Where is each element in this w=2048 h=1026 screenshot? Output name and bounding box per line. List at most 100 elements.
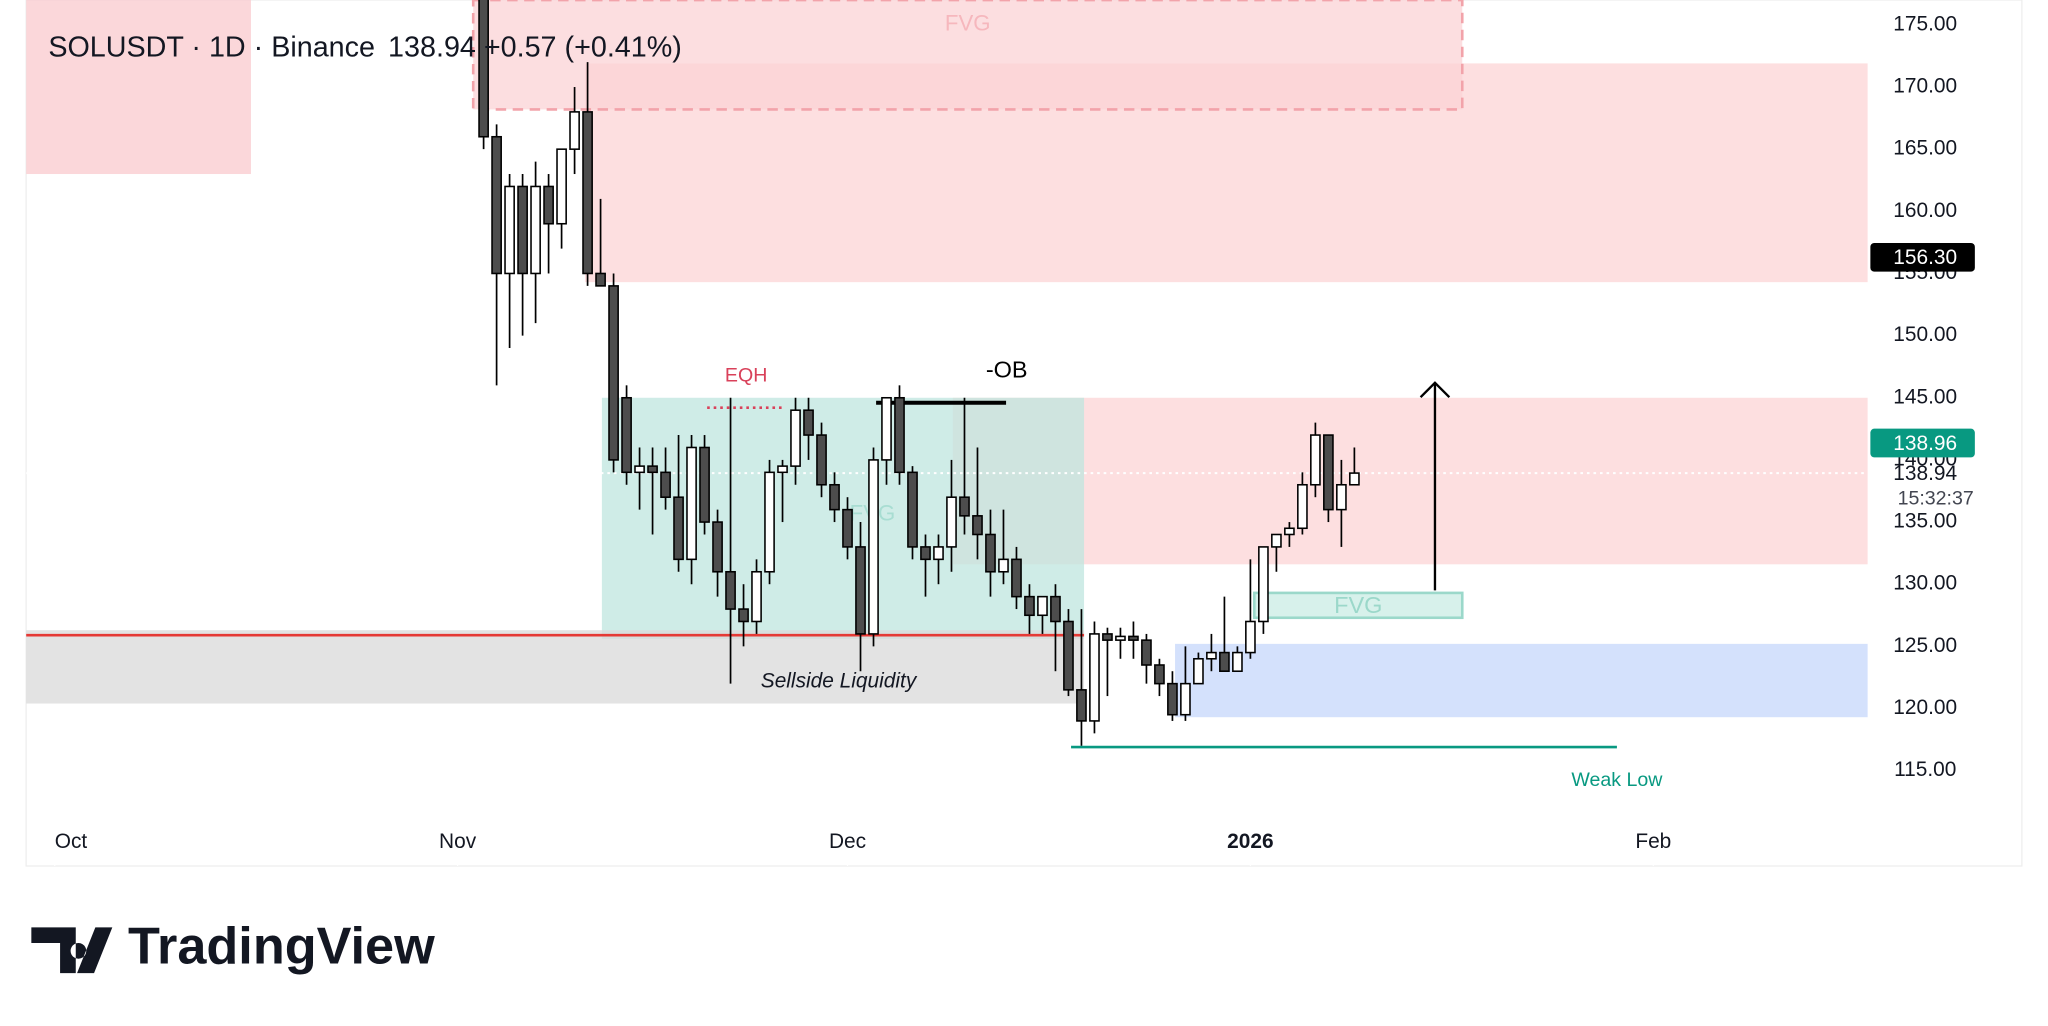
candle-body	[907, 471, 918, 548]
candle-body	[699, 446, 710, 523]
candle-body	[582, 111, 593, 275]
candle-body	[1128, 635, 1139, 641]
candle-body	[855, 546, 866, 635]
candle-body	[1193, 657, 1204, 685]
last-price-label: 138.94	[1893, 462, 1957, 485]
candle-body	[764, 471, 775, 573]
zone-label: FVG	[1334, 592, 1382, 618]
zone	[26, 0, 251, 175]
axes: EQH -OB Weak Low Sellside Liquidity 115.00 12…	[54, 12, 1975, 866]
level-label: EQH	[725, 365, 767, 387]
zone-label: FVG	[945, 11, 991, 36]
level-label: Weak Low	[1571, 769, 1663, 791]
candle-body	[751, 570, 762, 623]
candle-body	[738, 608, 749, 623]
candle-body	[517, 185, 528, 275]
candle-body	[491, 135, 502, 275]
candle-body	[504, 185, 515, 275]
candle-body	[1349, 472, 1360, 486]
level-label: -OB	[986, 357, 1028, 383]
candle-body	[959, 496, 970, 517]
candle-body	[933, 546, 944, 561]
candle-body	[673, 496, 684, 561]
zone	[471, 0, 1464, 111]
candle-body	[1141, 639, 1152, 666]
x-tick-label: Nov	[439, 830, 477, 853]
candle-body	[816, 434, 827, 486]
zone	[952, 397, 1868, 565]
arrow-head	[1419, 381, 1451, 399]
candle-body	[543, 185, 554, 225]
zones: FVGFVGFVG	[26, 0, 1868, 749]
candle-body	[1076, 689, 1087, 722]
candle-body	[1063, 620, 1074, 691]
x-tick-label: Feb	[1635, 830, 1671, 853]
candle-body	[660, 471, 671, 498]
candle-body	[725, 570, 736, 610]
candle-body	[803, 409, 814, 436]
candle-body	[530, 185, 541, 275]
candle-body	[985, 533, 996, 573]
candle-body	[1258, 546, 1269, 623]
candle-body	[1167, 682, 1178, 716]
candle-body	[1323, 434, 1334, 511]
candle-body	[647, 465, 658, 474]
logo-text: TradingView	[128, 917, 435, 975]
candle-body	[868, 459, 879, 635]
zone	[1253, 591, 1464, 620]
y-tick-label: 115.00	[1894, 758, 1956, 781]
chart-title: SOLUSDT · 1D · Binance 138.94 +0.57 (+0.4…	[48, 31, 682, 63]
y-tick-label: 120.00	[1893, 696, 1957, 719]
price-badge	[1870, 242, 1975, 272]
candle-body	[1297, 483, 1308, 530]
price-badge-label: 156.30	[1893, 246, 1957, 269]
chart-frame	[25, 0, 2023, 867]
candle-body	[569, 111, 580, 150]
candle-body	[712, 521, 723, 573]
x-tick-label: Dec	[829, 830, 866, 853]
countdown: 15:32:37	[1898, 487, 1974, 509]
y-tick-label: 160.00	[1893, 199, 1957, 222]
candle-body	[1271, 533, 1282, 548]
candle-body	[608, 285, 619, 461]
candle-body	[920, 546, 931, 561]
price-badge	[1870, 428, 1975, 458]
y-tick-label: 175.00	[1893, 12, 1957, 35]
candle-body	[1115, 635, 1126, 641]
candle-body	[972, 515, 983, 536]
y-tick-label: 170.00	[1893, 75, 1957, 98]
candle-body	[478, 0, 489, 138]
candle-body	[595, 272, 606, 287]
zone	[1175, 643, 1868, 718]
candle-body	[777, 465, 788, 474]
candle-body	[1206, 651, 1217, 660]
candle-body	[634, 465, 645, 474]
candle-body	[790, 409, 801, 467]
candle-body	[1037, 595, 1048, 617]
candle-body	[1310, 434, 1321, 486]
candle-body	[1102, 633, 1113, 641]
annotation: Sellside Liquidity	[761, 669, 918, 692]
candle-body	[556, 148, 567, 225]
candle-body	[1089, 633, 1100, 722]
price-badge-label: 138.96	[1893, 432, 1957, 455]
candle-body	[1232, 651, 1243, 672]
y-tick-label: 165.00	[1893, 137, 1957, 160]
symbol: SOLUSDT · 1D · Binance	[48, 31, 375, 63]
y-tick-label: 130.00	[1893, 572, 1957, 595]
zone	[26, 630, 1085, 704]
candle-body	[894, 396, 905, 474]
candle-body	[829, 483, 840, 511]
y-tick-label: 145.00	[1893, 385, 1957, 408]
candles	[478, 0, 1360, 746]
y-tick-label: 125.00	[1893, 634, 1957, 657]
x-tick-label: 2026	[1227, 830, 1273, 853]
y-tick-label: 150.00	[1893, 323, 1957, 346]
candle-body	[881, 396, 892, 461]
candle-body	[686, 446, 697, 561]
candle-body	[1011, 558, 1022, 598]
candle-body	[1180, 682, 1191, 716]
candle-body	[1245, 620, 1256, 654]
candle-body	[621, 396, 632, 474]
